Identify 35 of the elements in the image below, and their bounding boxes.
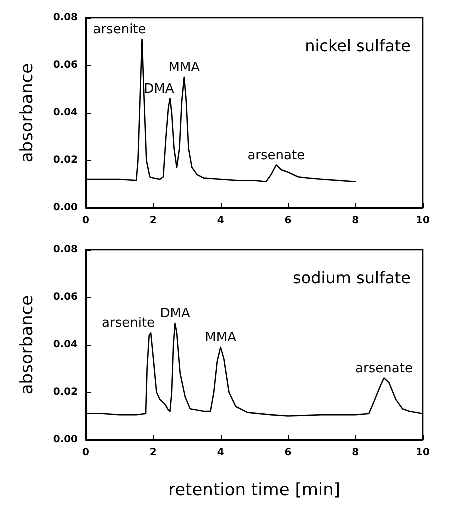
x-tick-label: 2 <box>150 216 157 226</box>
annotation: arsenate <box>356 361 413 376</box>
x-axis-title: retention time [min] <box>168 480 341 500</box>
y-tick-label: 0.06 <box>53 60 78 71</box>
x-tick-label: 10 <box>416 216 430 226</box>
y-tick-label: 0.00 <box>53 434 78 446</box>
y-axis-title: absorbance <box>18 63 38 163</box>
y-tick-label: 0.02 <box>53 155 78 166</box>
annotation: DMA <box>144 82 174 97</box>
annotation: nickel sulfate <box>305 36 412 56</box>
annotation: sodium sulfate <box>292 268 411 288</box>
y-tick-label: 0.08 <box>53 12 78 24</box>
x-tick-label: 4 <box>217 448 224 458</box>
y-axis-title: absorbance <box>18 295 38 395</box>
y-tick-label: 0.00 <box>53 202 78 214</box>
y-tick-label: 0.06 <box>53 292 78 303</box>
y-tick-label: 0.02 <box>53 387 78 398</box>
annotation: DMA <box>160 306 190 322</box>
x-tick-label: 10 <box>416 448 430 458</box>
x-tick-label: 8 <box>352 216 360 226</box>
x-tick-label: 4 <box>217 216 224 226</box>
x-tick-label: 0 <box>82 216 90 226</box>
annotation: arsenite <box>102 316 156 332</box>
y-tick-label: 0.04 <box>53 108 78 118</box>
y-tick-label: 0.08 <box>53 244 78 256</box>
y-tick-label: 0.04 <box>53 340 78 350</box>
annotation: MMA <box>205 330 237 346</box>
x-tick-label: 0 <box>82 448 90 458</box>
x-tick-label: 2 <box>150 448 157 458</box>
annotation: arsenate <box>248 148 306 164</box>
x-tick-label: 6 <box>284 448 292 458</box>
x-tick-label: 6 <box>284 216 292 226</box>
annotation: arsenite <box>93 22 146 38</box>
annotation: MMA <box>168 60 200 76</box>
x-tick-label: 8 <box>352 448 360 458</box>
